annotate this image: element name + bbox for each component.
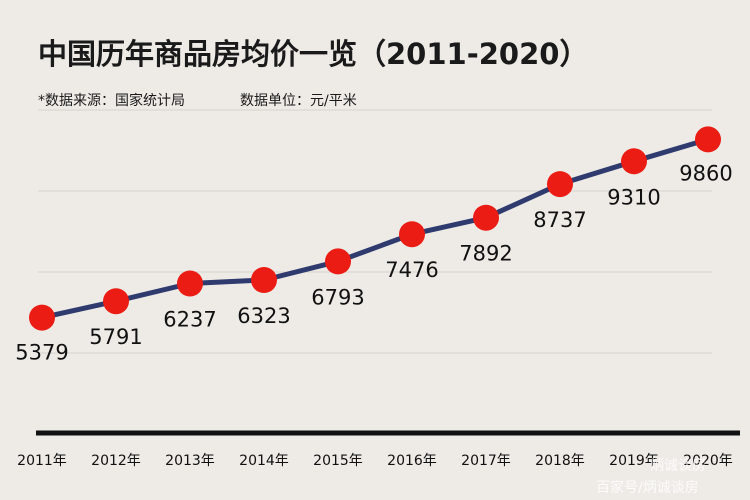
watermark: 炳诚谈房 百家号/炳诚谈房 (596, 458, 706, 496)
x-tick-label: 2018年 (535, 453, 585, 469)
unit-note: 数据单位：元/平米 (240, 93, 357, 109)
data-point (325, 248, 351, 275)
data-point (695, 126, 721, 153)
data-label: 6237 (163, 308, 216, 332)
data-label: 7892 (459, 242, 512, 266)
data-label: 8737 (533, 208, 586, 232)
chart-title: 中国历年商品房均价一览（2011-2020） (38, 37, 588, 71)
series-group (29, 126, 721, 331)
data-label: 9310 (607, 185, 660, 209)
x-tick-label: 2020年 (683, 453, 733, 469)
x-tick-label: 2015年 (313, 453, 363, 469)
x-tick-label: 2012年 (91, 453, 141, 469)
watermark-top: 炳诚谈房 (650, 458, 706, 474)
x-axis-ticks: 2011年 2012年 2013年 2014年 2015年 2016年 2017年 2018年… (17, 453, 733, 469)
data-point (473, 204, 499, 231)
data-label: 7476 (385, 258, 438, 282)
data-label: 5379 (15, 341, 68, 365)
data-label: 6323 (237, 304, 290, 328)
x-tick-label: 2014年 (239, 453, 289, 469)
data-point (29, 304, 55, 331)
data-label: 6793 (311, 285, 364, 309)
data-point (547, 171, 573, 198)
data-point (621, 148, 647, 175)
data-label: 9860 (679, 161, 732, 185)
watermark-bottom: 百家号/炳诚谈房 (596, 479, 699, 496)
data-point (177, 270, 203, 297)
data-label: 5791 (89, 325, 142, 349)
x-tick-label: 2017年 (461, 453, 511, 469)
x-tick-label: 2011年 (17, 453, 67, 469)
data-source-note: *数据来源：国家统计局 (38, 92, 185, 109)
x-tick-label: 2019年 (609, 453, 659, 469)
data-point (103, 288, 129, 315)
data-point (399, 221, 425, 248)
data-point (251, 267, 277, 293)
x-tick-label: 2013年 (165, 453, 215, 469)
series-line (39, 136, 711, 321)
data-labels: 5379 5791 6237 6323 6793 7476 7892 8737 9310 9860 (15, 161, 732, 364)
x-tick-label: 2016年 (387, 453, 437, 469)
